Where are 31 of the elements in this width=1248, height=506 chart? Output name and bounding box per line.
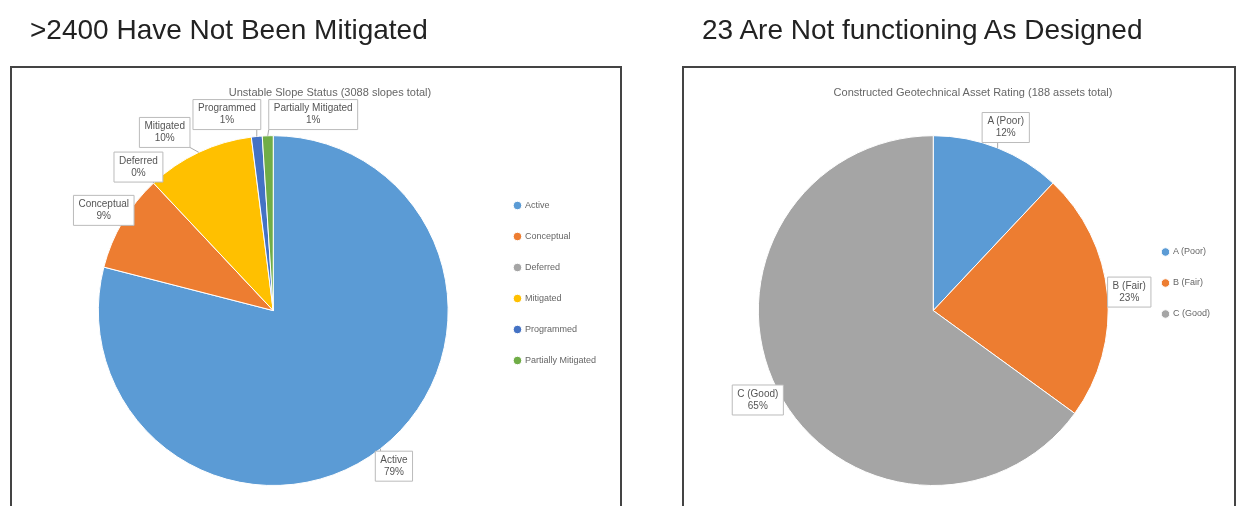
data-label: 12% bbox=[995, 127, 1016, 139]
slice-label: Partially Mitigated bbox=[273, 102, 353, 114]
legend-label: B (Fair) bbox=[1172, 277, 1203, 288]
data-label: 1% bbox=[305, 114, 321, 126]
data-label: 9% bbox=[96, 210, 112, 222]
legend-label: Active bbox=[524, 199, 550, 210]
slice-label: C (Good) bbox=[737, 387, 779, 399]
legend-label: Programmed bbox=[524, 323, 577, 334]
legend-label: C (Good) bbox=[1172, 308, 1210, 319]
slice-label: Active bbox=[380, 453, 408, 465]
chart-subtitle: Unstable Slope Status (3088 slopes total) bbox=[228, 85, 432, 98]
text: 0% bbox=[131, 166, 146, 178]
legend-label: Deferred bbox=[524, 261, 560, 272]
data-label: 79% bbox=[383, 465, 405, 477]
chart-title: >2400 Have Not Been Mitigated bbox=[30, 14, 428, 46]
data-label: 1% bbox=[219, 114, 235, 126]
data-label: 65% bbox=[747, 399, 768, 411]
chart-subtitle: Constructed Geotechnical Asset Rating (188 assets total) bbox=[833, 85, 1113, 98]
category-label: Deferred bbox=[119, 154, 158, 166]
data-label: 10% bbox=[154, 132, 175, 144]
data-label: 23% bbox=[1119, 291, 1140, 303]
slice-label: Conceptual bbox=[78, 198, 130, 210]
slice-label: Programmed bbox=[197, 102, 256, 114]
chart-title: 23 Are Not functioning As Designed bbox=[702, 14, 1143, 46]
legend-label: Partially Mitigated bbox=[524, 354, 596, 365]
legend-label: Mitigated bbox=[524, 292, 562, 303]
slice-label: A (Poor) bbox=[987, 115, 1025, 127]
slice-label: Mitigated bbox=[144, 120, 185, 132]
legend-label: Conceptual bbox=[524, 230, 571, 241]
slice-label: B (Fair) bbox=[1112, 279, 1146, 291]
legend-label: A (Poor) bbox=[1172, 246, 1206, 257]
